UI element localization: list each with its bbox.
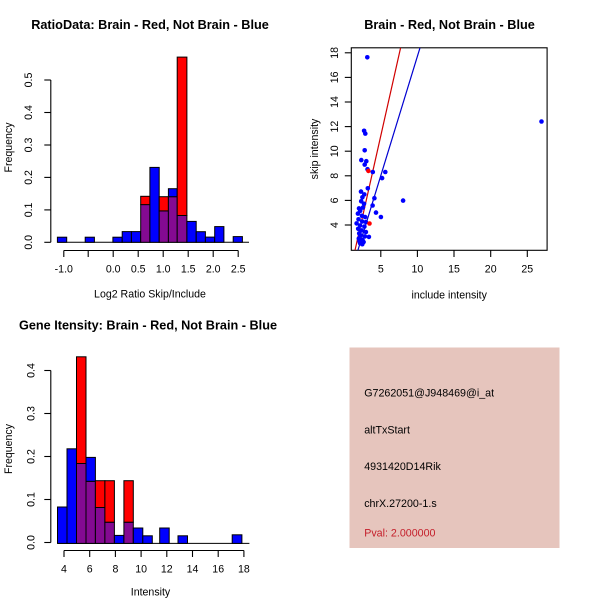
svg-text:1.5: 1.5 [181,264,196,276]
svg-text:altTxStart: altTxStart [364,424,410,436]
svg-text:Frequency: Frequency [3,122,15,173]
svg-text:chrX.27200-1.s: chrX.27200-1.s [364,498,436,510]
svg-text:6: 6 [329,197,341,203]
svg-text:0.5: 0.5 [23,73,35,88]
svg-text:0.3: 0.3 [26,406,38,421]
svg-text:25: 25 [521,264,533,276]
svg-text:4: 4 [61,564,67,576]
svg-text:Frequency: Frequency [3,423,15,474]
svg-text:15: 15 [448,264,460,276]
svg-text:4: 4 [329,222,341,228]
svg-text:12: 12 [161,564,173,576]
svg-text:Brain - Red, Not Brain - Blue: Brain - Red, Not Brain - Blue [364,18,535,32]
svg-text:20: 20 [485,264,497,276]
svg-text:10: 10 [329,145,341,157]
svg-text:0.0: 0.0 [26,535,38,550]
svg-text:2.5: 2.5 [231,264,246,276]
svg-text:RatioData: Brain - Red, Not Br: RatioData: Brain - Red, Not Brain - Blue [31,18,269,32]
svg-text:Gene Itensity: Brain - Red, No: Gene Itensity: Brain - Red, Not Brain - … [19,318,277,332]
svg-text:10: 10 [412,264,424,276]
svg-text:8: 8 [112,564,118,576]
svg-text:0.2: 0.2 [23,170,35,185]
svg-text:0.5: 0.5 [131,264,146,276]
svg-text:6: 6 [87,564,93,576]
svg-text:0.2: 0.2 [26,449,38,464]
svg-text:0.4: 0.4 [26,363,38,378]
svg-text:14: 14 [187,564,199,576]
svg-text:include intensity: include intensity [412,290,488,302]
svg-text:Intensity: Intensity [131,587,171,599]
svg-text:skip intensity: skip intensity [309,118,321,179]
svg-text:18: 18 [329,47,341,59]
svg-text:-1.0: -1.0 [55,264,73,276]
svg-text:8: 8 [329,173,341,179]
svg-text:Pval: 2.000000: Pval: 2.000000 [364,528,435,540]
svg-text:G7262051@J948469@i_at: G7262051@J948469@i_at [364,388,494,400]
svg-text:2.0: 2.0 [206,264,221,276]
svg-text:0.4: 0.4 [23,105,35,120]
svg-text:16: 16 [329,71,341,83]
svg-text:12: 12 [329,121,341,133]
svg-text:1.0: 1.0 [156,264,171,276]
svg-text:0.0: 0.0 [23,235,35,250]
svg-text:0.0: 0.0 [106,264,121,276]
svg-text:4931420D14Rik: 4931420D14Rik [364,461,441,473]
svg-text:0.1: 0.1 [23,202,35,217]
svg-text:0.3: 0.3 [23,138,35,153]
svg-text:0.1: 0.1 [26,492,38,507]
svg-text:5: 5 [378,264,384,276]
svg-text:16: 16 [212,564,224,576]
svg-text:18: 18 [238,564,250,576]
svg-text:10: 10 [135,564,147,576]
svg-text:Log2 Ratio Skip/Include: Log2 Ratio Skip/Include [94,289,206,301]
svg-text:14: 14 [329,96,341,108]
